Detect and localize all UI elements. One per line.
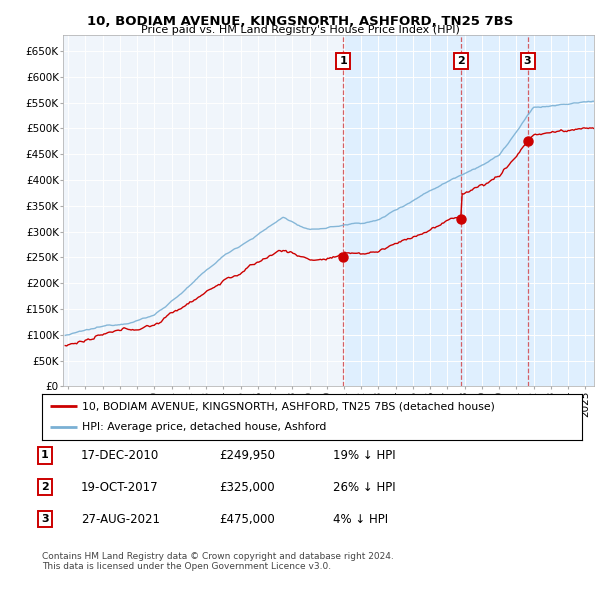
Text: 1: 1 xyxy=(340,56,347,66)
Text: £475,000: £475,000 xyxy=(219,513,275,526)
Text: 4% ↓ HPI: 4% ↓ HPI xyxy=(333,513,388,526)
Text: £249,950: £249,950 xyxy=(219,449,275,462)
Text: This data is licensed under the Open Government Licence v3.0.: This data is licensed under the Open Gov… xyxy=(42,562,331,571)
Bar xyxy=(343,35,594,386)
Text: 19-OCT-2017: 19-OCT-2017 xyxy=(81,481,158,494)
Text: Price paid vs. HM Land Registry's House Price Index (HPI): Price paid vs. HM Land Registry's House … xyxy=(140,25,460,35)
Text: 27-AUG-2021: 27-AUG-2021 xyxy=(81,513,160,526)
Text: 3: 3 xyxy=(41,514,49,524)
Text: 19% ↓ HPI: 19% ↓ HPI xyxy=(333,449,395,462)
Text: 2: 2 xyxy=(457,56,465,66)
Text: 3: 3 xyxy=(524,56,532,66)
Text: 17-DEC-2010: 17-DEC-2010 xyxy=(81,449,159,462)
Text: 2: 2 xyxy=(41,483,49,492)
Text: 1: 1 xyxy=(41,451,49,460)
Text: £325,000: £325,000 xyxy=(219,481,275,494)
Text: HPI: Average price, detached house, Ashford: HPI: Average price, detached house, Ashf… xyxy=(83,422,327,432)
Text: 26% ↓ HPI: 26% ↓ HPI xyxy=(333,481,395,494)
Text: 10, BODIAM AVENUE, KINGSNORTH, ASHFORD, TN25 7BS: 10, BODIAM AVENUE, KINGSNORTH, ASHFORD, … xyxy=(87,15,513,28)
Text: 10, BODIAM AVENUE, KINGSNORTH, ASHFORD, TN25 7BS (detached house): 10, BODIAM AVENUE, KINGSNORTH, ASHFORD, … xyxy=(83,401,496,411)
Text: Contains HM Land Registry data © Crown copyright and database right 2024.: Contains HM Land Registry data © Crown c… xyxy=(42,552,394,561)
